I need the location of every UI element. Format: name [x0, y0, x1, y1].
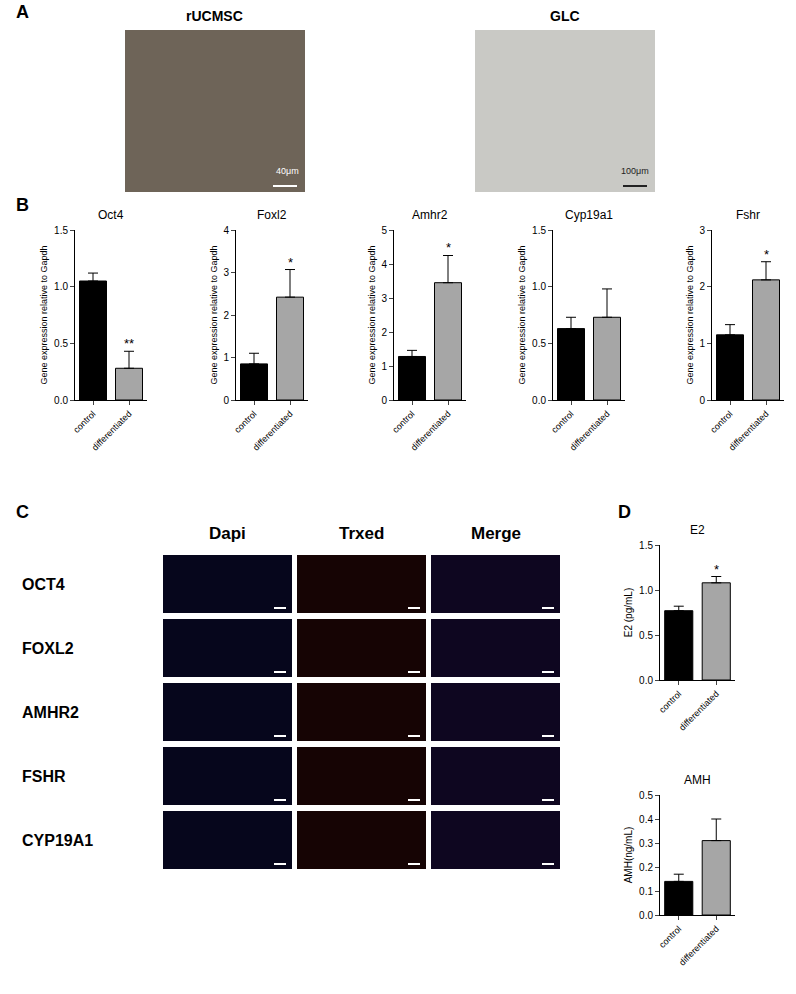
svg-text:B: B: [16, 195, 29, 215]
svg-text:C: C: [16, 502, 29, 522]
svg-text:OCT4: OCT4: [22, 576, 65, 593]
svg-text:Trxed: Trxed: [339, 524, 384, 543]
svg-text:E2: E2: [690, 523, 705, 537]
svg-text:differentiated: differentiated: [568, 409, 612, 453]
svg-text:A: A: [16, 2, 29, 22]
svg-text:differentiated: differentiated: [677, 689, 721, 733]
svg-text:rUCMSC: rUCMSC: [186, 8, 243, 24]
svg-text:Foxl2: Foxl2: [257, 208, 287, 222]
svg-text:1.0: 1.0: [639, 585, 653, 596]
svg-text:3: 3: [223, 267, 229, 278]
svg-text:0: 0: [223, 395, 229, 406]
svg-text:control: control: [657, 924, 683, 950]
svg-text:0.3: 0.3: [639, 838, 653, 849]
svg-text:Gene expression relative to Ga: Gene expression relative to Gapdh: [209, 245, 219, 384]
svg-text:*: *: [288, 255, 293, 270]
svg-text:0.0: 0.0: [639, 910, 653, 921]
svg-text:E2 (pg/mL): E2 (pg/mL): [623, 588, 634, 637]
svg-text:0.5: 0.5: [532, 338, 546, 349]
svg-text:0.5: 0.5: [639, 630, 653, 641]
svg-text:0.0: 0.0: [54, 395, 68, 406]
svg-text:40μm: 40μm: [276, 166, 299, 176]
svg-text:Cyp19a1: Cyp19a1: [565, 208, 613, 222]
svg-text:0: 0: [381, 395, 387, 406]
svg-text:control: control: [71, 409, 97, 435]
svg-text:Amhr2: Amhr2: [412, 208, 448, 222]
svg-text:1: 1: [223, 352, 229, 363]
svg-text:100μm: 100μm: [621, 166, 649, 176]
svg-text:control: control: [232, 409, 258, 435]
svg-text:1: 1: [699, 338, 705, 349]
svg-text:*: *: [446, 240, 451, 255]
svg-text:2: 2: [699, 281, 705, 292]
svg-text:AMH(ng/mL): AMH(ng/mL): [623, 827, 634, 884]
svg-text:5: 5: [381, 225, 387, 236]
svg-text:0.0: 0.0: [532, 395, 546, 406]
svg-text:**: **: [124, 336, 134, 351]
svg-text:0.2: 0.2: [639, 862, 653, 873]
svg-text:control: control: [390, 409, 416, 435]
svg-text:FSHR: FSHR: [22, 768, 66, 785]
svg-text:*: *: [714, 562, 719, 577]
svg-text:Dapi: Dapi: [209, 524, 246, 543]
svg-text:1.0: 1.0: [532, 281, 546, 292]
svg-text:AMH: AMH: [684, 773, 711, 787]
svg-text:3: 3: [699, 225, 705, 236]
svg-text:control: control: [708, 409, 734, 435]
svg-text:CYP19A1: CYP19A1: [22, 832, 93, 849]
svg-text:Fshr: Fshr: [736, 208, 760, 222]
svg-text:Gene expression relative to Ga: Gene expression relative to Gapdh: [517, 245, 527, 384]
svg-text:differentiated: differentiated: [727, 409, 771, 453]
svg-text:Oct4: Oct4: [98, 208, 124, 222]
svg-text:0.5: 0.5: [54, 338, 68, 349]
svg-text:FOXL2: FOXL2: [22, 640, 74, 657]
svg-text:0.0: 0.0: [639, 675, 653, 686]
svg-text:1.5: 1.5: [639, 540, 653, 551]
svg-text:0.4: 0.4: [639, 814, 653, 825]
svg-text:1.5: 1.5: [54, 225, 68, 236]
svg-text:D: D: [618, 502, 631, 522]
svg-text:control: control: [657, 689, 683, 715]
svg-text:0.5: 0.5: [639, 790, 653, 801]
svg-text:1: 1: [381, 361, 387, 372]
svg-text:0.1: 0.1: [639, 886, 653, 897]
svg-text:*: *: [764, 247, 769, 262]
svg-text:4: 4: [223, 225, 229, 236]
svg-text:4: 4: [381, 259, 387, 270]
svg-text:2: 2: [223, 310, 229, 321]
svg-text:GLC: GLC: [550, 8, 580, 24]
svg-text:0: 0: [699, 395, 705, 406]
svg-text:Gene expression relative to Ga: Gene expression relative to Gapdh: [367, 245, 377, 384]
svg-text:2: 2: [381, 327, 387, 338]
svg-text:AMHR2: AMHR2: [22, 704, 79, 721]
svg-text:1.0: 1.0: [54, 281, 68, 292]
svg-text:differentiated: differentiated: [409, 409, 453, 453]
svg-text:3: 3: [381, 293, 387, 304]
svg-text:Gene expression relative to Ga: Gene expression relative to Gapdh: [39, 245, 49, 384]
svg-text:differentiated: differentiated: [677, 924, 721, 968]
svg-text:Merge: Merge: [471, 524, 521, 543]
svg-text:differentiated: differentiated: [251, 409, 295, 453]
svg-text:differentiated: differentiated: [90, 409, 134, 453]
svg-text:Gene expression relative to Ga: Gene expression relative to Gapdh: [685, 245, 695, 384]
svg-text:1.5: 1.5: [532, 225, 546, 236]
svg-text:control: control: [549, 409, 575, 435]
